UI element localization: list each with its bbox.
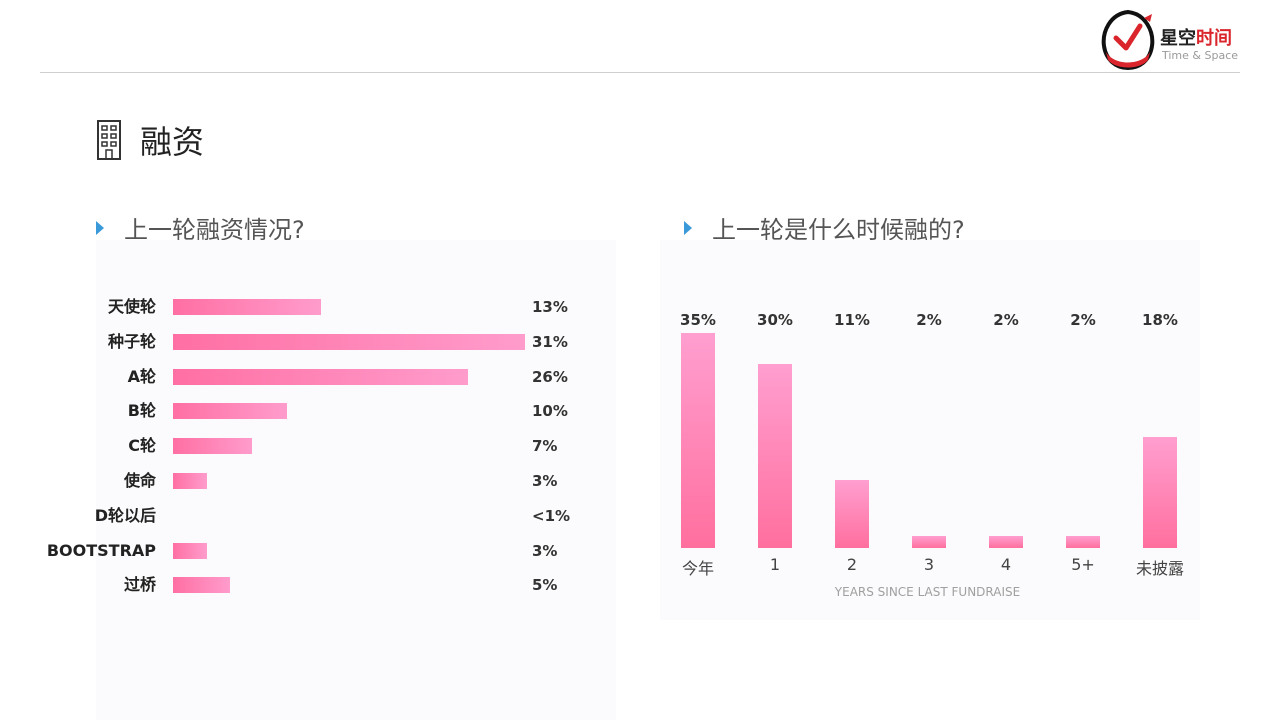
- header-divider: [40, 72, 1240, 73]
- bar-row: D轮以后 <1%: [0, 505, 640, 527]
- brand-logo: 星空时间 Time & Space: [1100, 8, 1250, 72]
- bar-row: C轮 7%: [0, 435, 640, 457]
- page-title-text: 融资: [140, 123, 205, 161]
- bar: [173, 473, 208, 489]
- bar: [1143, 437, 1177, 548]
- value-label: 2%: [993, 311, 1019, 329]
- category-label: C轮: [128, 436, 156, 456]
- value-label: 3%: [532, 541, 558, 560]
- category-label: 过桥: [123, 575, 156, 595]
- bar: [173, 299, 321, 315]
- bar: [173, 403, 287, 420]
- bar-row: 种子轮 31%: [0, 331, 640, 353]
- bar-row: 使命 3%: [0, 470, 640, 492]
- clock-logo-icon: [1101, 9, 1155, 71]
- value-label: 3%: [532, 472, 558, 490]
- value-label: 35%: [680, 311, 716, 329]
- category-label: 1: [769, 555, 781, 574]
- value-label: 13%: [532, 298, 568, 316]
- bar: [681, 333, 715, 548]
- bar-row: 天使轮 13%: [0, 296, 640, 318]
- bar-row: B轮 10%: [0, 400, 640, 422]
- bar: [989, 535, 1023, 548]
- value-label: 26%: [532, 367, 568, 386]
- bar: [173, 333, 525, 350]
- value-label: 5%: [532, 576, 558, 595]
- bar: [835, 480, 869, 548]
- value-label: 11%: [834, 311, 870, 329]
- value-label: <1%: [532, 506, 571, 525]
- triangle-right-icon: [96, 220, 104, 235]
- category-label: 3: [923, 555, 935, 574]
- section-heading-text: 上一轮融资情况?: [124, 216, 305, 244]
- value-label: 30%: [757, 311, 793, 329]
- category-label: BOOTSTRAP: [46, 540, 156, 560]
- category-label: 4: [1000, 555, 1012, 574]
- value-label: 2%: [1070, 311, 1096, 329]
- value-label: 2%: [916, 311, 942, 329]
- brand-name-cn: 星空时间: [1160, 28, 1232, 49]
- category-label: 2: [846, 555, 858, 574]
- section-heading-last-round: 上一轮融资情况?: [96, 210, 305, 245]
- bar: [1066, 535, 1100, 548]
- brand-name-en: Time & Space: [1162, 49, 1239, 62]
- right-chart-panel: [660, 240, 1200, 620]
- bar: [173, 438, 253, 455]
- section-heading-text: 上一轮是什么时候融的?: [712, 216, 965, 244]
- category-label: A轮: [127, 366, 156, 386]
- category-label: 未披露: [1135, 559, 1184, 578]
- bar-row: 过桥 5%: [0, 574, 640, 596]
- page-title: 融资: [96, 116, 204, 164]
- category-label: 天使轮: [107, 297, 156, 316]
- bar: [758, 363, 792, 548]
- bar-row: BOOTSTRAP 3%: [0, 540, 640, 562]
- category-label: D轮以后: [94, 505, 156, 525]
- value-label: 7%: [532, 437, 558, 456]
- value-label: 10%: [532, 402, 568, 421]
- bar: [173, 368, 469, 385]
- category-label: 种子轮: [107, 331, 156, 351]
- triangle-right-icon: [684, 220, 692, 235]
- bar-row: A轮 26%: [0, 366, 640, 388]
- value-label: 18%: [1142, 311, 1178, 329]
- building-icon: [97, 120, 121, 160]
- x-axis-label: YEARS SINCE LAST FUNDRAISE: [834, 585, 1021, 599]
- bar: [173, 577, 230, 594]
- category-label: 今年: [681, 559, 714, 578]
- bar: [912, 535, 946, 548]
- section-heading-when: 上一轮是什么时候融的?: [684, 210, 965, 245]
- bar: [173, 542, 208, 559]
- category-label: B轮: [127, 401, 156, 421]
- value-label: 31%: [532, 332, 568, 351]
- category-label: 使命: [123, 471, 156, 490]
- category-label: 5+: [1071, 555, 1095, 574]
